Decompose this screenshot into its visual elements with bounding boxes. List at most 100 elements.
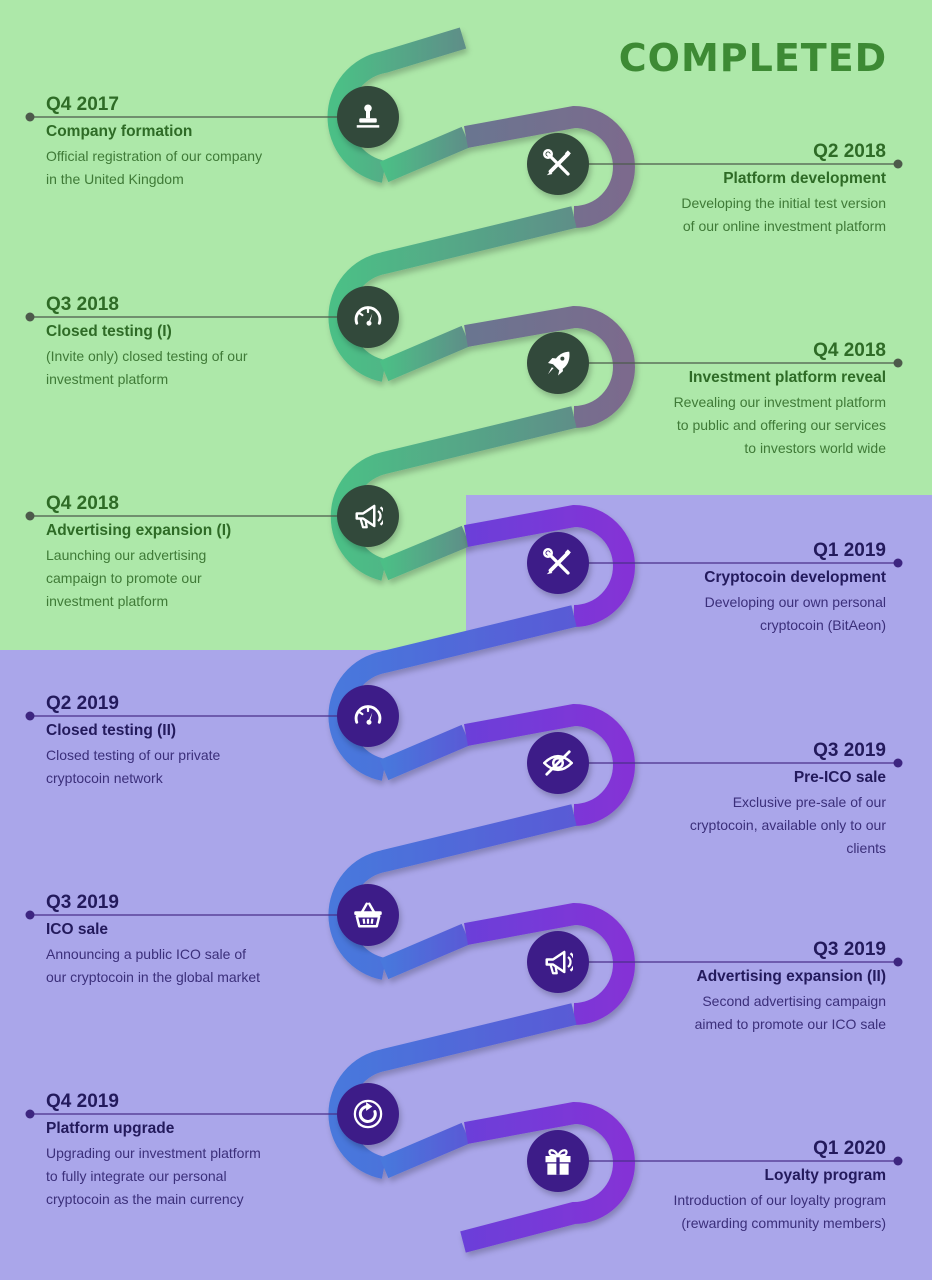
milestone-description-line: Official registration of our company	[46, 148, 263, 164]
milestone-description-line: Launching our advertising	[46, 547, 207, 563]
milestone-title: Platform development	[723, 170, 886, 187]
milestone-badge	[337, 1083, 399, 1145]
milestone-description-line: Closed testing of our private	[46, 747, 221, 763]
milestone-description-line: aimed to promote our ICO sale	[694, 1016, 886, 1032]
milestone-date: Q4 2019	[46, 1091, 119, 1112]
milestone-date: Q4 2018	[813, 340, 886, 361]
milestone-date: Q3 2019	[813, 939, 886, 960]
milestone-item: Q4 2017 Company formation Official registr…	[46, 93, 296, 191]
milestone-description-line: our cryptocoin in the global market	[46, 969, 260, 985]
milestone-description: (Invite only) closed testing of our inves…	[46, 345, 296, 391]
milestone-title: Pre-ICO sale	[793, 769, 886, 786]
milestone-item: Q4 2018 Advertising expansion (I) Launchin…	[46, 492, 296, 613]
milestone-endpoint-dot	[25, 312, 35, 322]
milestone-item: Q3 2019 Pre-ICO sale Exclusive pre-sale of…	[626, 739, 886, 860]
milestone-description-line: (Invite only) closed testing of our	[46, 348, 248, 364]
milestone-title: Advertising expansion (II)	[696, 968, 886, 985]
completed-section-title: COMPLETED	[618, 36, 888, 80]
milestone-description-line: investment platform	[46, 371, 169, 387]
milestone-description: Revealing our investment platform to publ…	[626, 391, 886, 460]
milestone-title: ICO sale	[46, 921, 109, 938]
milestone-date: Q2 2019	[46, 693, 119, 714]
milestone-endpoint-dot	[893, 758, 903, 768]
milestone-badge	[337, 485, 399, 547]
milestone-description: Second advertising campaign aimed to prom…	[626, 990, 886, 1036]
milestone-date: Q4 2017	[46, 94, 119, 115]
milestone-description: Developing our own personal cryptocoin (B…	[626, 591, 886, 637]
milestone-title: Loyalty program	[764, 1167, 886, 1184]
milestone-description-line: cryptocoin, available only to our	[689, 817, 886, 833]
milestone-date: Q3 2019	[813, 740, 886, 761]
milestone-date: Q3 2019	[46, 892, 119, 913]
milestone-description-line: (rewarding community members)	[681, 1215, 886, 1231]
milestone-description-line: cryptocoin network	[46, 770, 163, 786]
milestone-description-line: cryptocoin as the main currency	[46, 1191, 244, 1207]
milestone-description: Official registration of our company in t…	[46, 145, 296, 191]
milestone-description-line: to investors world wide	[744, 440, 886, 456]
milestone-description: Launching our advertising campaign to pro…	[46, 544, 296, 613]
milestone-badge	[527, 532, 589, 594]
milestone-description-line: Upgrading our investment platform	[46, 1145, 261, 1161]
milestone-badge	[337, 86, 399, 148]
milestone-description: Closed testing of our private cryptocoin …	[46, 744, 296, 790]
milestone-title: Company formation	[46, 123, 193, 140]
milestone-endpoint-dot	[893, 1156, 903, 1166]
milestone-description-line: of our online investment platform	[682, 218, 886, 234]
milestone-item: Q1 2020 Loyalty program Introduction of ou…	[626, 1137, 886, 1235]
milestone-description: Announcing a public ICO sale of our crypt…	[46, 943, 296, 989]
milestone-date: Q1 2019	[813, 540, 886, 561]
milestone-endpoint-dot	[893, 159, 903, 169]
milestone-description-line: Second advertising campaign	[702, 993, 886, 1009]
milestone-endpoint-dot	[893, 558, 903, 568]
milestone-description-line: to public and offering our services	[676, 417, 886, 433]
milestone-badge	[337, 286, 399, 348]
milestone-description-line: Developing the initial test version	[681, 195, 886, 211]
milestone-description-line: investment platform	[46, 593, 169, 609]
milestone-description: Developing the initial test version of ou…	[626, 192, 886, 238]
milestone-date: Q4 2018	[46, 493, 119, 514]
milestone-date: Q2 2018	[813, 141, 886, 162]
milestone-title: Investment platform reveal	[688, 369, 886, 386]
milestone-date: Q3 2018	[46, 294, 119, 315]
milestone-description-line: Announcing a public ICO sale of	[46, 946, 247, 962]
milestone-description: Introduction of our loyalty program (rewa…	[626, 1189, 886, 1235]
milestone-description-line: Developing our own personal	[704, 594, 886, 610]
milestone-title: Closed testing (II)	[46, 722, 177, 739]
milestone-item: Q3 2019 ICO sale Announcing a public ICO s…	[46, 891, 296, 989]
milestone-description: Exclusive pre-sale of our cryptocoin, ava…	[626, 791, 886, 860]
milestone-date: Q1 2020	[813, 1138, 886, 1159]
milestone-description-line: cryptocoin (BitAeon)	[759, 617, 886, 633]
milestone-description-line: Introduction of our loyalty program	[673, 1192, 886, 1208]
milestone-item: Q4 2018 Investment platform reveal Reveali…	[626, 339, 886, 460]
milestone-endpoint-dot	[25, 910, 35, 920]
milestone-badge	[337, 884, 399, 946]
milestone-title: Cryptocoin development	[704, 569, 886, 586]
milestone-item: Q1 2019 Cryptocoin development Developing …	[626, 539, 886, 637]
milestone-badge	[527, 1130, 589, 1192]
milestone-badge	[527, 332, 589, 394]
milestone-endpoint-dot	[25, 711, 35, 721]
milestone-item: Q2 2018 Platform development Developing th…	[626, 140, 886, 238]
milestone-endpoint-dot	[893, 957, 903, 967]
milestone-description-line: Revealing our investment platform	[673, 394, 886, 410]
milestone-description-line: to fully integrate our personal	[46, 1168, 227, 1184]
milestone-title: Closed testing (I)	[46, 323, 172, 340]
milestone-badge	[337, 685, 399, 747]
milestone-item: Q3 2018 Closed testing (I) (Invite only) c…	[46, 293, 296, 391]
milestone-badge	[527, 133, 589, 195]
milestone-description-line: clients	[846, 840, 886, 856]
milestone-badge	[527, 732, 589, 794]
milestone-endpoint-dot	[25, 112, 35, 122]
milestone-description: Upgrading our investment platform to full…	[46, 1142, 296, 1211]
milestone-endpoint-dot	[25, 1109, 35, 1119]
milestone-title: Platform upgrade	[46, 1120, 175, 1137]
milestone-title: Advertising expansion (I)	[46, 522, 232, 539]
milestone-description-line: campaign to promote our	[46, 570, 202, 586]
milestone-description-line: in the United Kingdom	[46, 171, 184, 187]
milestone-endpoint-dot	[893, 358, 903, 368]
milestone-item: Q4 2019 Platform upgrade Upgrading our inv…	[46, 1090, 296, 1211]
milestone-badge	[527, 931, 589, 993]
milestone-description-line: Exclusive pre-sale of our	[732, 794, 886, 810]
milestone-item: Q2 2019 Closed testing (II) Closed testing…	[46, 692, 296, 790]
